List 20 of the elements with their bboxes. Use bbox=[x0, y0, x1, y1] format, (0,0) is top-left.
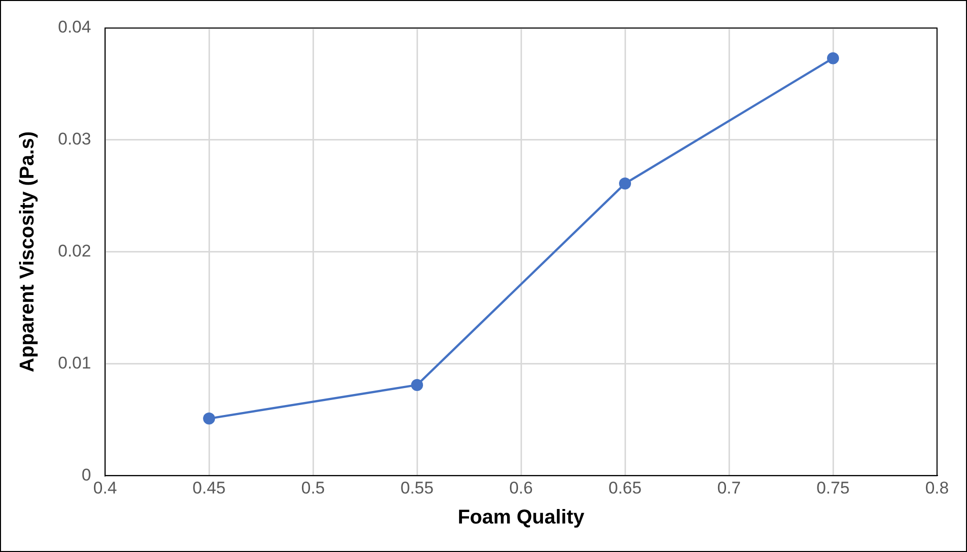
y-tick-label: 0.01 bbox=[58, 353, 92, 372]
point bbox=[827, 52, 840, 64]
point bbox=[411, 378, 424, 391]
point bbox=[619, 178, 632, 190]
x-tick-label: 0.75 bbox=[816, 478, 850, 498]
y-axis-title: Apparent Viscosity (Pa.s) bbox=[16, 131, 39, 372]
x-tick-label: 0.5 bbox=[301, 478, 325, 498]
x-tick-label: 0.55 bbox=[400, 478, 434, 498]
x-tick-label: 0.4 bbox=[93, 478, 117, 498]
x-tick-label: 0.65 bbox=[608, 478, 642, 498]
x-tick-label: 0.7 bbox=[717, 478, 741, 498]
y-tick-label: 0 bbox=[82, 465, 92, 484]
x-tick-label: 0.6 bbox=[509, 478, 533, 498]
x-tick-label: 0.45 bbox=[192, 478, 226, 498]
point bbox=[203, 412, 216, 425]
x-tick-label: 0.8 bbox=[925, 478, 949, 498]
y-tick-label: 0.04 bbox=[58, 18, 92, 37]
y-tick-label: 0.02 bbox=[58, 241, 92, 260]
y-tick-label: 0.03 bbox=[58, 130, 92, 149]
x-axis-title: Foam Quality bbox=[458, 506, 586, 529]
